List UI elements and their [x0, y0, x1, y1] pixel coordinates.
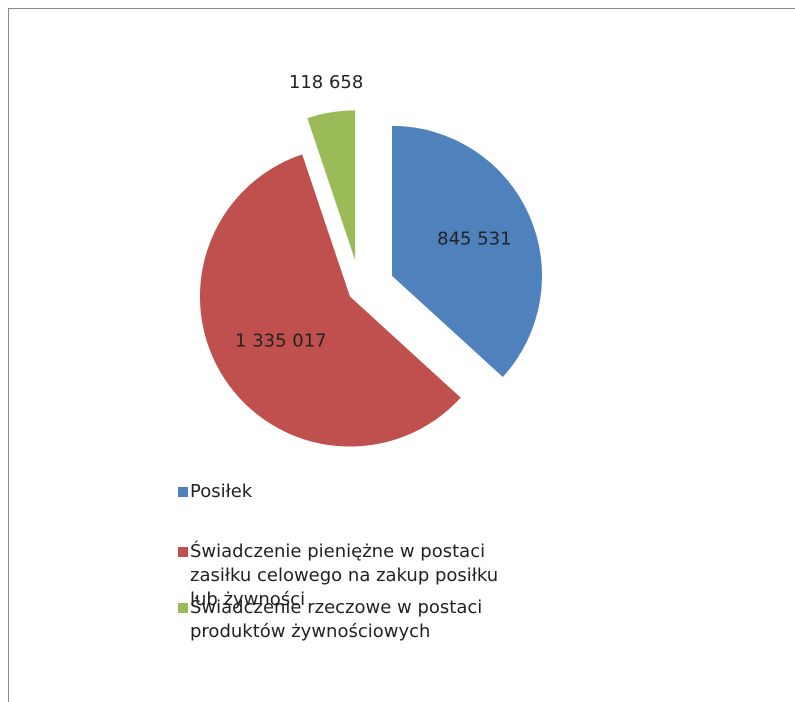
- legend-label: Świadczenie pieniężne w postaci zasiłku …: [190, 541, 499, 610]
- legend-swatch: [178, 603, 188, 613]
- pie-slice: [392, 125, 543, 377]
- data-label: 1 335 017: [235, 331, 327, 352]
- legend-label: Świadczenie rzeczowe w postaci produktów…: [190, 597, 483, 642]
- legend-entry: Posiłek: [178, 480, 520, 504]
- data-label: 845 531: [437, 229, 511, 250]
- legend-label: Posiłek: [190, 481, 253, 502]
- chart-frame: [8, 8, 795, 702]
- data-label: 118 658: [289, 72, 363, 93]
- legend-entry: Świadczenie rzeczowe w postaci produktów…: [178, 596, 520, 644]
- pie-slice: [199, 154, 461, 447]
- legend-entry: Świadczenie pieniężne w postaci zasiłku …: [178, 540, 520, 612]
- legend-swatch: [178, 487, 188, 497]
- legend-swatch: [178, 547, 188, 557]
- pie-slice: [307, 110, 356, 261]
